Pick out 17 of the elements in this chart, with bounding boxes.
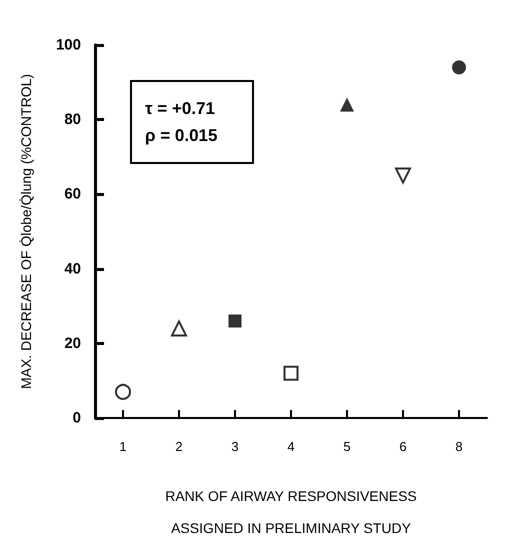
x-axis-title: RANK OF AIRWAY RESPONSIVENESS ASSIGNED IN PRELIMINARY STUDY bbox=[165, 488, 417, 536]
y-tick-label: 80 bbox=[64, 111, 81, 128]
y-tick-label: 60 bbox=[64, 186, 81, 203]
annotation: ρ = 0.015 bbox=[145, 126, 218, 145]
x-tick-label: 2 bbox=[175, 439, 183, 454]
x-tick-label: 5 bbox=[343, 439, 351, 454]
x-tick-label: 1 bbox=[119, 439, 127, 454]
x-tick-label: 4 bbox=[287, 439, 295, 454]
x-tick-label: 8 bbox=[455, 439, 463, 454]
y-tick-label: 0 bbox=[72, 410, 81, 426]
x-tick-label: 3 bbox=[231, 439, 239, 454]
annotation: τ = +0.71 bbox=[145, 99, 215, 118]
y-tick-label: 100 bbox=[56, 36, 81, 54]
x-tick-label: 6 bbox=[399, 439, 407, 454]
y-tick-label: 40 bbox=[64, 260, 81, 278]
y-axis-title: MAX. DECREASE OF Q̇lobe/Q̇lung (%CONTROL) bbox=[18, 74, 34, 390]
y-tick-label: 20 bbox=[64, 334, 81, 352]
